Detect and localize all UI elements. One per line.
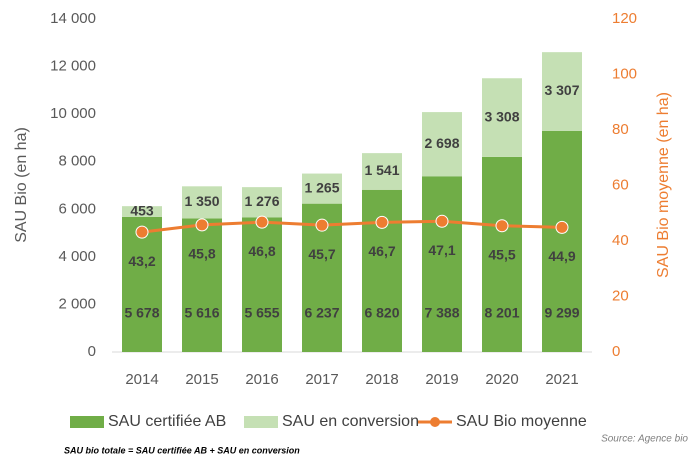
y-tick-label: 8 000: [58, 153, 96, 170]
legend-label: SAU en conversion: [282, 413, 419, 430]
bar: [482, 156, 522, 352]
y2-tick-label: 100: [612, 65, 637, 82]
data-label: 6 237: [304, 305, 339, 321]
data-label: 45,5: [488, 246, 515, 262]
data-label: 7 388: [424, 305, 459, 321]
y-tick-label: 6 000: [58, 200, 96, 217]
y-tick-label: 4 000: [58, 248, 96, 265]
y2-tick-label: 40: [612, 232, 629, 249]
legend-swatch: [70, 416, 104, 428]
x-tick-label: 2014: [125, 371, 158, 388]
bar: [182, 186, 222, 219]
bar: [542, 52, 582, 131]
data-label: 5 678: [124, 305, 159, 321]
bar: [542, 130, 582, 352]
bar: [242, 187, 282, 218]
data-label: 1 350: [184, 193, 219, 209]
y-tick-label: 2 000: [58, 295, 96, 312]
y-tick-label: 14 000: [50, 10, 96, 27]
line-point: [375, 215, 389, 229]
y2-tick-label: 20: [612, 287, 629, 304]
line-point: [135, 225, 149, 239]
line-point: [195, 218, 209, 232]
data-label: 46,7: [368, 243, 395, 259]
x-tick-label: 2020: [485, 371, 518, 388]
bar: [422, 112, 462, 177]
x-tick-label: 2015: [185, 371, 218, 388]
bar: [122, 206, 162, 217]
x-tick-label: 2017: [305, 371, 338, 388]
line-point: [495, 219, 509, 233]
data-label: 5 655: [244, 305, 279, 321]
x-tick-label: 2019: [425, 371, 458, 388]
data-label: 45,7: [308, 246, 335, 262]
bar: [362, 189, 402, 352]
data-label: 45,8: [188, 246, 215, 262]
line-point: [315, 218, 329, 232]
data-label: 1 541: [364, 162, 399, 178]
data-label: 6 820: [364, 305, 399, 321]
data-label: 47,1: [428, 242, 455, 258]
bar: [422, 176, 462, 352]
bar: [182, 218, 222, 352]
data-label: 3 307: [544, 82, 579, 98]
data-label: 1 276: [244, 193, 279, 209]
x-tick-label: 2016: [245, 371, 278, 388]
y2-axis-title: SAU Bio moyenne (en ha): [655, 92, 672, 278]
x-tick-label: 2021: [545, 371, 578, 388]
source: Source: Agence bio: [601, 434, 688, 445]
line-point: [435, 214, 449, 228]
data-label: 453: [130, 202, 154, 218]
bar: [362, 153, 402, 190]
data-label: 8 201: [484, 305, 519, 321]
data-label: 44,9: [548, 248, 575, 264]
legend-label: SAU Bio moyenne: [456, 413, 587, 430]
bar: [302, 173, 342, 204]
data-label: 5 616: [184, 305, 219, 321]
bar: [482, 78, 522, 157]
data-label: 3 308: [484, 108, 519, 124]
y2-tick-label: 60: [612, 176, 629, 193]
y-tick-label: 0: [88, 343, 96, 360]
data-label: 1 265: [304, 179, 339, 195]
line-point: [555, 220, 569, 234]
data-label: 2 698: [424, 135, 459, 151]
footnote: SAU bio totale = SAU certifiée AB + SAU …: [64, 445, 300, 455]
y2-tick-label: 120: [612, 10, 637, 27]
y-tick-label: 12 000: [50, 58, 96, 75]
line: [141, 219, 563, 234]
x-tick-label: 2018: [365, 371, 398, 388]
legend-marker: [430, 417, 440, 427]
y-tick-label: 10 000: [50, 105, 96, 122]
data-label: 9 299: [544, 305, 579, 321]
bar: [242, 217, 282, 352]
y-axis-title: SAU Bio (en ha): [13, 127, 30, 243]
data-label: 46,8: [248, 243, 275, 259]
y2-tick-label: 0: [612, 343, 620, 360]
legend-swatch: [244, 416, 278, 428]
bar: [122, 216, 162, 352]
y2-tick-label: 80: [612, 121, 629, 138]
line-point: [255, 215, 269, 229]
data-label: 43,2: [128, 253, 155, 269]
legend-label: SAU certifiée AB: [108, 413, 226, 430]
